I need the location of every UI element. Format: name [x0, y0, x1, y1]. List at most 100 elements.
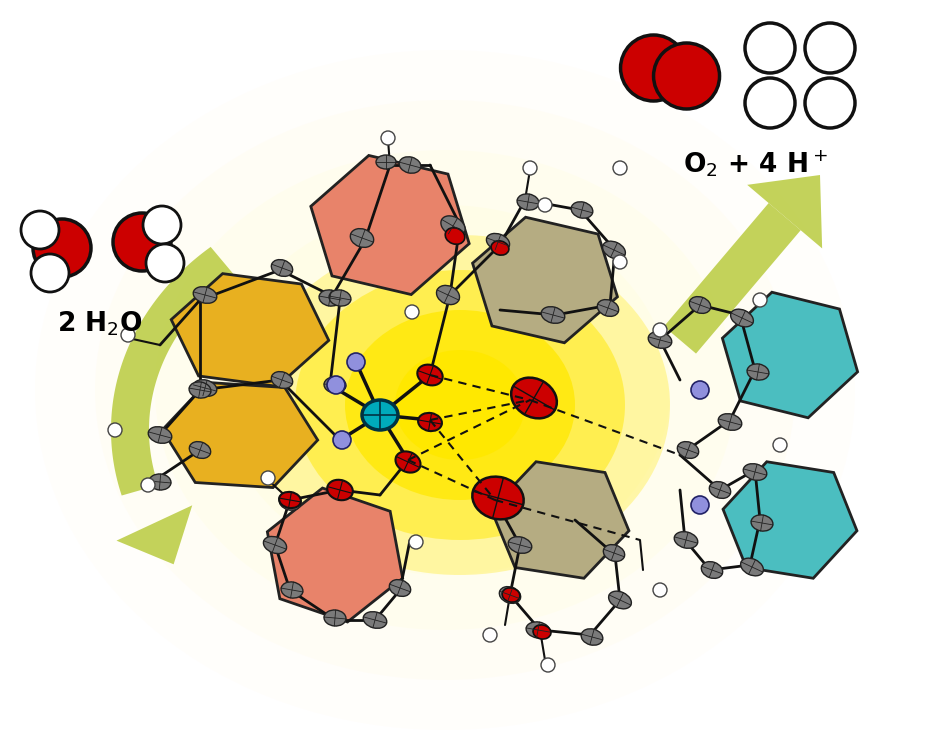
Ellipse shape [710, 482, 730, 498]
Ellipse shape [149, 427, 172, 444]
Ellipse shape [533, 625, 551, 639]
Polygon shape [723, 292, 857, 418]
Ellipse shape [399, 157, 421, 173]
Circle shape [523, 161, 537, 175]
Ellipse shape [417, 365, 442, 385]
Circle shape [347, 353, 365, 371]
Circle shape [333, 431, 351, 449]
Circle shape [31, 254, 69, 292]
Ellipse shape [264, 537, 287, 553]
Circle shape [33, 219, 91, 277]
Ellipse shape [541, 307, 565, 324]
Ellipse shape [362, 400, 398, 430]
Ellipse shape [486, 234, 510, 250]
Ellipse shape [327, 479, 352, 500]
Ellipse shape [295, 270, 625, 540]
Ellipse shape [329, 290, 351, 306]
Ellipse shape [250, 235, 670, 575]
Ellipse shape [571, 202, 593, 218]
Polygon shape [491, 462, 629, 578]
Ellipse shape [751, 515, 773, 531]
Ellipse shape [319, 290, 341, 306]
Circle shape [143, 206, 181, 244]
Circle shape [405, 305, 419, 319]
Ellipse shape [609, 591, 631, 609]
Circle shape [327, 376, 345, 394]
Ellipse shape [95, 100, 795, 680]
Ellipse shape [491, 241, 509, 255]
Ellipse shape [526, 622, 550, 638]
Ellipse shape [741, 559, 763, 576]
Polygon shape [310, 155, 469, 294]
Ellipse shape [395, 350, 525, 460]
Ellipse shape [472, 477, 524, 520]
Ellipse shape [418, 413, 442, 431]
Ellipse shape [281, 582, 303, 598]
Circle shape [753, 293, 767, 307]
Ellipse shape [194, 380, 217, 396]
Ellipse shape [499, 586, 521, 603]
Polygon shape [111, 247, 235, 496]
Ellipse shape [376, 155, 396, 169]
Circle shape [146, 244, 184, 282]
Polygon shape [747, 175, 822, 248]
Ellipse shape [324, 610, 346, 626]
Polygon shape [723, 462, 857, 578]
Circle shape [805, 23, 855, 73]
Ellipse shape [194, 287, 217, 303]
Ellipse shape [677, 441, 698, 458]
Ellipse shape [149, 474, 171, 490]
Ellipse shape [582, 629, 603, 645]
Circle shape [613, 161, 627, 175]
Polygon shape [171, 274, 329, 386]
Ellipse shape [689, 296, 711, 313]
Ellipse shape [747, 364, 769, 380]
Circle shape [409, 535, 423, 549]
Ellipse shape [280, 494, 301, 510]
Ellipse shape [189, 382, 211, 398]
Circle shape [261, 471, 275, 485]
Polygon shape [664, 203, 800, 354]
Ellipse shape [271, 260, 293, 277]
Ellipse shape [511, 378, 557, 419]
Polygon shape [117, 505, 193, 564]
Circle shape [773, 438, 787, 452]
Circle shape [653, 583, 667, 597]
Ellipse shape [396, 452, 421, 473]
Circle shape [691, 496, 709, 514]
Ellipse shape [345, 310, 575, 500]
Circle shape [21, 211, 59, 249]
Circle shape [745, 78, 795, 128]
Ellipse shape [35, 50, 855, 730]
Ellipse shape [701, 561, 723, 578]
Text: 2 H$_2$O: 2 H$_2$O [57, 310, 143, 338]
Circle shape [113, 213, 171, 271]
Circle shape [654, 43, 720, 109]
Ellipse shape [718, 414, 741, 430]
Ellipse shape [441, 216, 465, 236]
Circle shape [538, 198, 552, 212]
Ellipse shape [363, 612, 387, 628]
Ellipse shape [648, 332, 671, 348]
Circle shape [108, 423, 122, 437]
Ellipse shape [502, 588, 520, 602]
Ellipse shape [389, 580, 410, 597]
Ellipse shape [597, 299, 619, 316]
Ellipse shape [743, 463, 767, 480]
Circle shape [745, 23, 795, 73]
Ellipse shape [445, 228, 465, 244]
Ellipse shape [603, 545, 625, 561]
Circle shape [653, 323, 667, 337]
Ellipse shape [509, 537, 532, 553]
Text: O$_2$ + 4 H$^+$: O$_2$ + 4 H$^+$ [683, 148, 827, 179]
Ellipse shape [220, 205, 670, 575]
Circle shape [613, 255, 627, 269]
Circle shape [141, 478, 155, 492]
Ellipse shape [271, 372, 293, 389]
Ellipse shape [155, 150, 735, 630]
Ellipse shape [730, 309, 754, 327]
Ellipse shape [189, 441, 210, 458]
Circle shape [483, 628, 497, 642]
Ellipse shape [330, 482, 350, 498]
Ellipse shape [674, 531, 698, 548]
